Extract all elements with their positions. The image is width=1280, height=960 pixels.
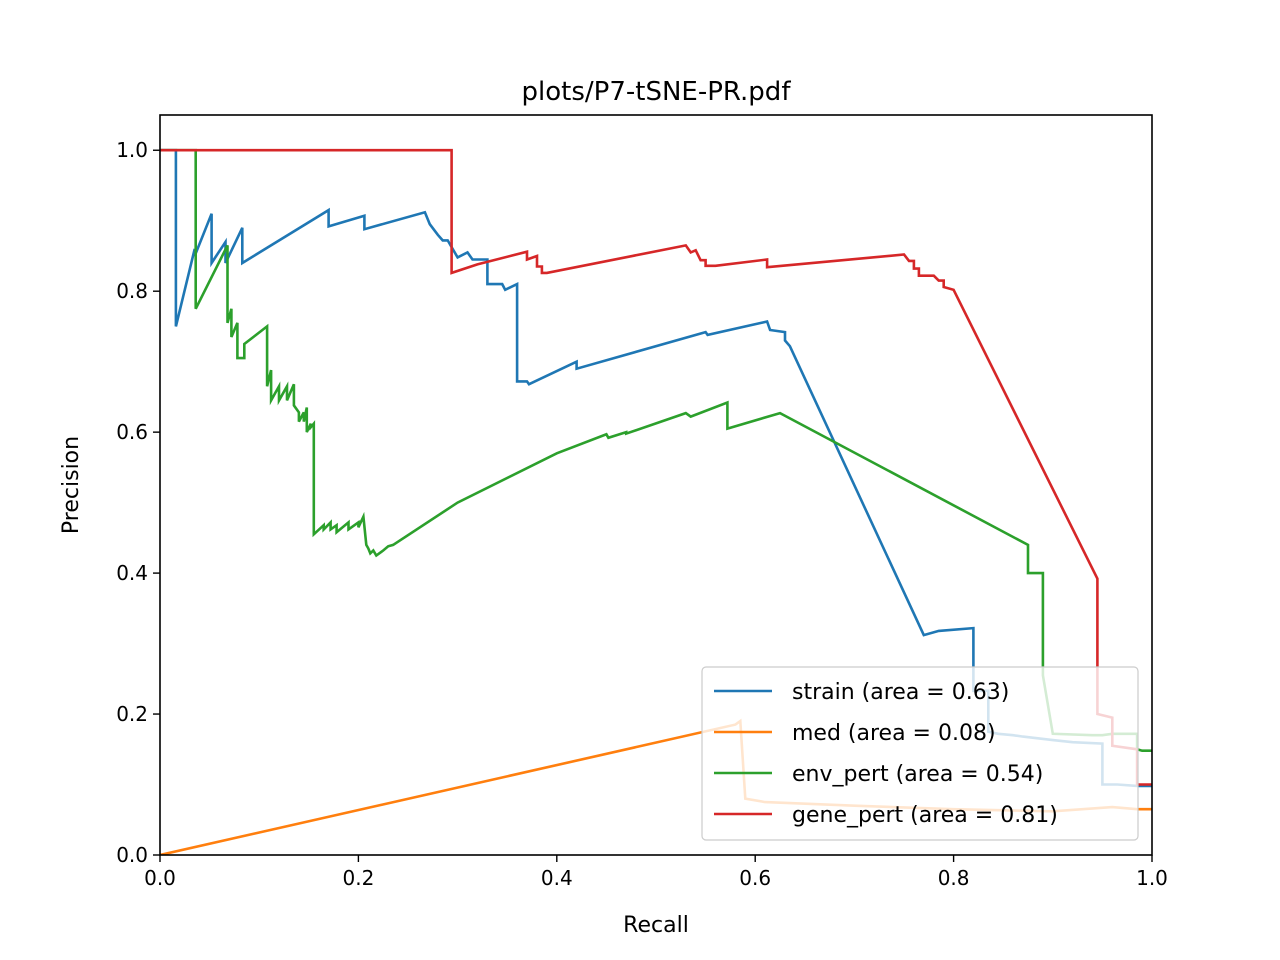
x-tick-label: 0.6 [739, 866, 771, 890]
legend: strain (area = 0.63) med (area = 0.08) env… [701, 666, 1139, 841]
chart-title: plots/P7-tSNE-PR.pdf [522, 77, 792, 107]
legend-label: strain (area = 0.63) [792, 680, 1009, 705]
x-axis-label: Recall [623, 913, 689, 938]
legend-label: med (area = 0.08) [792, 721, 996, 746]
y-axis-label: Precision [59, 436, 84, 534]
series-line-env_pert [160, 148, 1152, 752]
x-tick-label: 1.0 [1136, 866, 1168, 890]
x-axis: 0.0 0.2 0.4 0.6 0.8 1.0 [144, 855, 1168, 890]
legend-box [701, 666, 1139, 841]
y-tick-label: 0.6 [116, 420, 148, 444]
legend-label: env_pert (area = 0.54) [792, 762, 1043, 787]
y-tick-label: 0.0 [116, 843, 148, 867]
x-tick-label: 0.0 [144, 866, 176, 890]
plot-frame [159, 114, 1153, 856]
x-tick-label: 0.2 [342, 866, 374, 890]
y-tick-label: 1.0 [116, 138, 148, 162]
y-tick-label: 0.8 [116, 279, 148, 303]
legend-label: gene_pert (area = 0.81) [792, 803, 1058, 828]
x-tick-label: 0.4 [541, 866, 573, 890]
y-axis: 0.0 0.2 0.4 0.6 0.8 1.0 [116, 138, 160, 867]
series-line-gene_pert [160, 148, 1152, 786]
x-tick-label: 0.8 [938, 866, 970, 890]
y-tick-label: 0.2 [116, 702, 148, 726]
y-tick-label: 0.4 [116, 561, 148, 585]
